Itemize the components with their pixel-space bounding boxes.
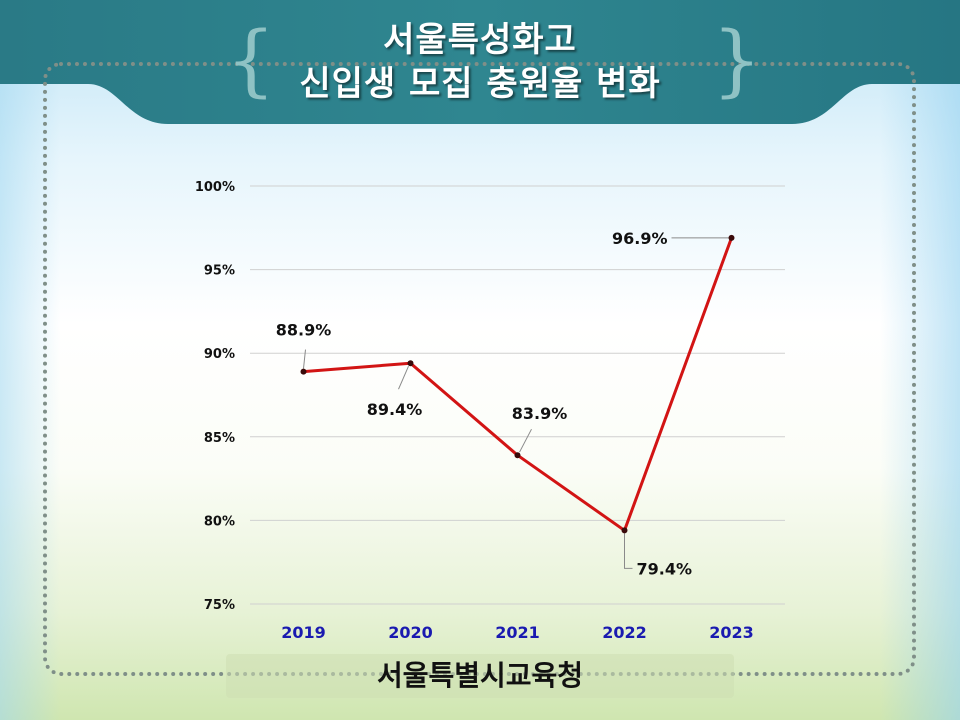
right-brace-ornament: } bbox=[712, 16, 762, 106]
data-labels: 88.9% 89.4% 83.9% 79.4% 96.9% bbox=[276, 229, 692, 579]
left-brace-ornament: { bbox=[226, 16, 276, 106]
data-label: 79.4% bbox=[637, 559, 693, 578]
slide-title: 서울특성화고 신입생 모집 충원율 변화 bbox=[0, 18, 960, 106]
y-axis-labels: 100% 95% 90% 85% 80% 75% bbox=[195, 180, 235, 613]
label-leader-lines bbox=[303, 237, 729, 569]
data-point-marker bbox=[728, 234, 735, 241]
gridlines bbox=[250, 185, 785, 605]
x-tick-label: 2020 bbox=[388, 623, 433, 642]
data-point-marker bbox=[621, 527, 628, 534]
y-tick-label: 100% bbox=[195, 180, 235, 195]
y-tick-label: 90% bbox=[204, 347, 235, 362]
data-label: 83.9% bbox=[512, 404, 568, 423]
data-label: 96.9% bbox=[612, 229, 668, 248]
y-tick-label: 75% bbox=[204, 598, 235, 613]
leader-line bbox=[519, 428, 532, 453]
x-tick-label: 2021 bbox=[495, 623, 540, 642]
leader-line bbox=[624, 533, 633, 569]
leader-line bbox=[398, 366, 409, 390]
y-tick-label: 80% bbox=[204, 514, 235, 529]
data-point-marker bbox=[300, 368, 307, 375]
y-tick-label: 85% bbox=[204, 431, 235, 446]
y-tick-label: 95% bbox=[204, 264, 235, 279]
title-line-2: 신입생 모집 충원율 변화 bbox=[299, 64, 661, 104]
data-point-marker bbox=[514, 452, 521, 459]
series-line bbox=[303, 237, 733, 532]
data-label: 89.4% bbox=[367, 400, 423, 419]
data-point-marker bbox=[407, 360, 414, 367]
x-tick-label: 2022 bbox=[602, 623, 647, 642]
leader-line bbox=[303, 349, 306, 369]
data-markers bbox=[300, 234, 735, 534]
footer-box bbox=[226, 654, 734, 698]
source-footer: 서울특별시교육청 bbox=[376, 659, 584, 692]
x-axis-labels: 2019 2020 2021 2022 2023 bbox=[281, 623, 754, 642]
title-line-1: 서울특성화고 bbox=[383, 20, 577, 60]
data-label: 88.9% bbox=[276, 321, 332, 340]
x-tick-label: 2019 bbox=[281, 623, 326, 642]
background-left-glow bbox=[0, 0, 60, 720]
x-tick-label: 2023 bbox=[709, 623, 754, 642]
background-right-glow bbox=[880, 0, 960, 720]
